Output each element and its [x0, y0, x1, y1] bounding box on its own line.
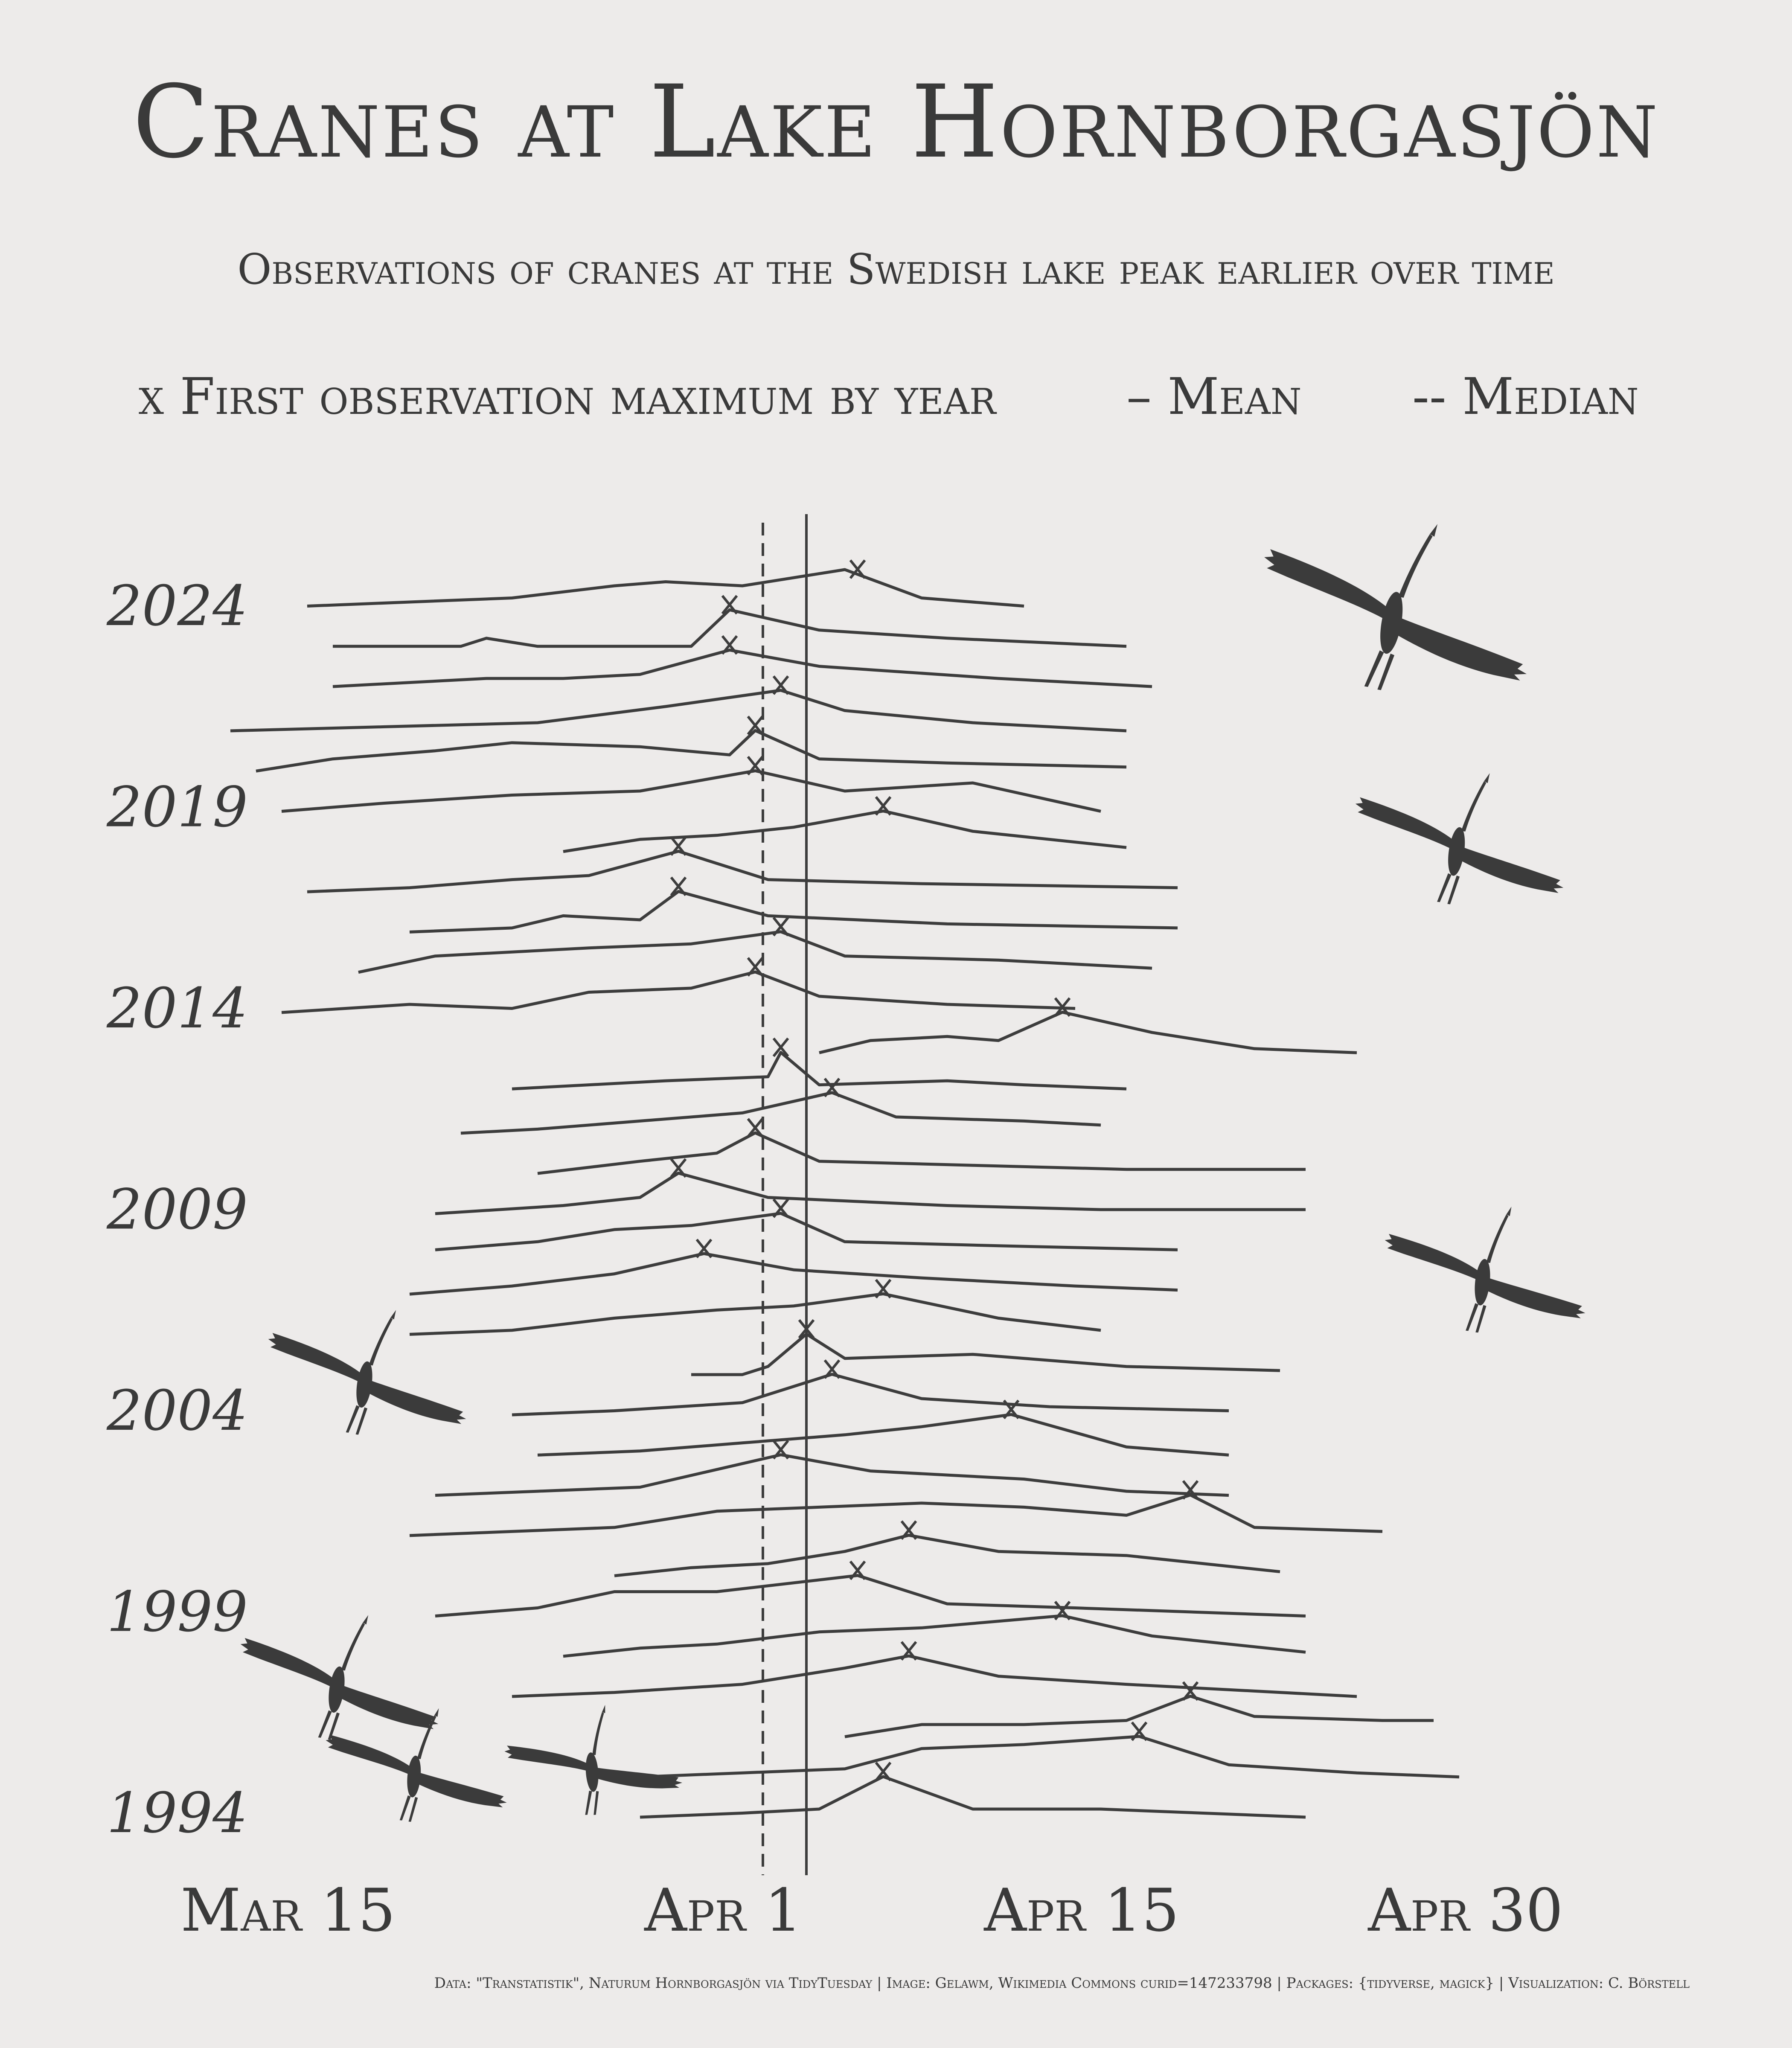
- peak-marker-2010: [747, 1118, 764, 1138]
- series-line-2000: [614, 1533, 1280, 1577]
- peak-marker-2024: [849, 559, 866, 579]
- chart-title: Cranes at Lake Hornborgasjön: [132, 64, 1660, 180]
- peak-marker-2012: [772, 1037, 789, 1057]
- legend-peak: x First observation maximum by year: [139, 367, 996, 426]
- peak-marker-1994: [875, 1762, 892, 1781]
- series-line-2009: [435, 1172, 1306, 1215]
- y-tick-2004: 2004: [106, 1378, 248, 1443]
- peak-marker-2014: [747, 957, 764, 977]
- series-line-2010: [537, 1131, 1306, 1175]
- peak-marker-1997: [900, 1641, 917, 1661]
- y-tick-1994: 1994: [107, 1780, 248, 1845]
- chart-subtitle: Observations of cranes at the Swedish la…: [237, 245, 1555, 294]
- crane-silhouette-5: [240, 1615, 439, 1740]
- peak-marker-2005: [798, 1319, 815, 1339]
- x-tick-apr-1: Apr 1: [644, 1876, 802, 1945]
- series-line-2021: [230, 689, 1127, 733]
- series-line-2017: [307, 849, 1178, 893]
- peak-marker-2013: [1054, 997, 1071, 1017]
- series-line-2008: [435, 1212, 1178, 1251]
- crane-silhouette-7: [504, 1705, 683, 1815]
- series-line-1995: [640, 1735, 1460, 1779]
- crane-silhouette-4: [268, 1310, 466, 1435]
- series-line-2001: [409, 1493, 1383, 1537]
- series-line-2003: [537, 1413, 1229, 1457]
- peak-marker-2019: [747, 756, 764, 776]
- series-line-2013: [819, 1010, 1357, 1054]
- y-tick-2014: 2014: [106, 976, 248, 1041]
- peak-marker-2021: [772, 675, 789, 695]
- peak-marker-2017: [670, 836, 687, 856]
- series-line-2022: [332, 649, 1152, 688]
- series-line-2019: [281, 769, 1101, 813]
- series-line-1994: [640, 1775, 1306, 1819]
- x-tick-apr-30: Apr 30: [1367, 1876, 1563, 1945]
- peak-marker-2018: [875, 796, 892, 816]
- series-line-2005: [691, 1332, 1280, 1376]
- crane-silhouette-3: [1385, 1206, 1585, 1333]
- series-line-1997: [512, 1654, 1357, 1698]
- series-line-2006: [409, 1292, 1101, 1336]
- series-line-2020: [256, 729, 1127, 773]
- series-line-2007: [409, 1252, 1178, 1296]
- peak-marker-1996: [1182, 1681, 1199, 1701]
- x-tick-mar-15: Mar 15: [180, 1876, 396, 1945]
- peak-marker-2016: [670, 876, 687, 896]
- series-line-2015: [358, 930, 1152, 974]
- peak-marker-2008: [772, 1198, 789, 1218]
- peak-marker-2001: [1182, 1480, 1199, 1500]
- series-line-2014: [281, 970, 1076, 1014]
- legend-median: -- Median: [1412, 367, 1639, 426]
- peak-marker-2011: [823, 1078, 841, 1097]
- peak-marker-2002: [772, 1440, 789, 1460]
- y-tick-1999: 1999: [107, 1580, 248, 1644]
- legend-mean: – Mean: [1126, 367, 1302, 426]
- caption: Data: "Transtatistik", Naturum Hornborga…: [434, 1975, 1690, 1992]
- peak-marker-2004: [823, 1359, 841, 1379]
- y-tick-2009: 2009: [106, 1177, 248, 1242]
- series-line-2016: [409, 890, 1178, 934]
- series-line-1996: [844, 1694, 1434, 1738]
- x-tick-apr-15: Apr 15: [983, 1876, 1179, 1945]
- peak-marker-2022: [721, 635, 738, 655]
- peak-marker-2007: [695, 1239, 713, 1258]
- crane-silhouette-6: [326, 1708, 507, 1822]
- peak-marker-2023: [721, 595, 738, 615]
- series-line-2002: [435, 1453, 1229, 1497]
- peak-marker-1998: [1054, 1600, 1071, 1620]
- peak-marker-2003: [1003, 1399, 1020, 1420]
- series-line-2004: [512, 1373, 1229, 1417]
- y-tick-2024: 2024: [106, 573, 248, 638]
- peak-marker-2006: [875, 1279, 892, 1299]
- series-line-2024: [307, 568, 1024, 608]
- y-tick-2019: 2019: [106, 775, 248, 840]
- peak-marker-1995: [1131, 1721, 1148, 1741]
- peak-marker-1999: [849, 1560, 866, 1580]
- peak-marker-2000: [900, 1520, 917, 1540]
- series-line-2018: [563, 809, 1127, 853]
- peak-marker-2015: [772, 916, 789, 937]
- crane-silhouette-2: [1355, 773, 1564, 905]
- series-line-2023: [333, 608, 1127, 648]
- series-line-1999: [435, 1574, 1306, 1617]
- series-line-2012: [512, 1051, 1127, 1091]
- series-line-2011: [460, 1091, 1101, 1135]
- series-line-1998: [563, 1614, 1306, 1658]
- peak-marker-2020: [747, 716, 764, 736]
- crane-silhouette-1: [1264, 524, 1527, 690]
- peak-marker-2009: [670, 1158, 687, 1178]
